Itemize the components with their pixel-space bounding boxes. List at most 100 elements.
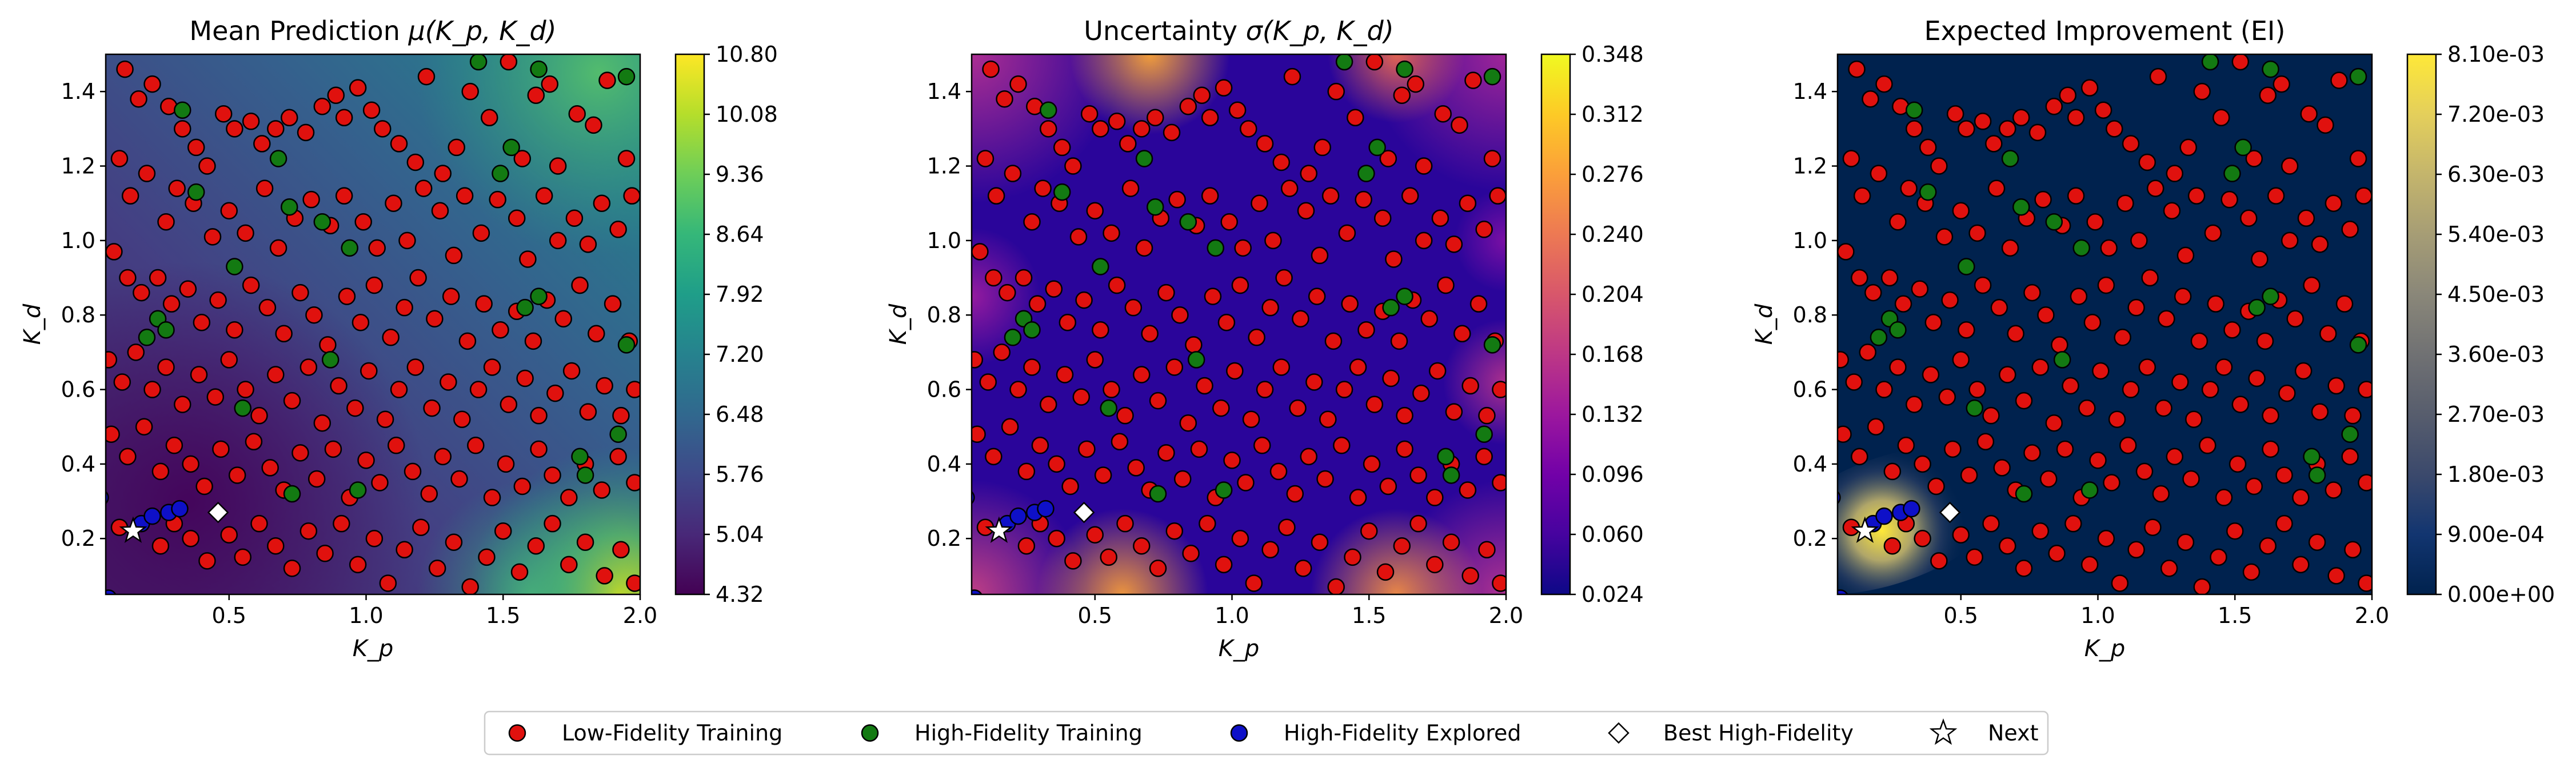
low-fidelity-point [1883, 537, 1902, 555]
colorbar-tick-label: 8.64 [716, 222, 764, 247]
low-fidelity-point [456, 187, 474, 205]
low-fidelity-point [1305, 373, 1323, 391]
low-fidelity-point [1875, 75, 1893, 93]
colorbar-tick-label: 0.00e+00 [2447, 582, 2555, 607]
colorbar-tick-label: 7.20e-03 [2447, 102, 2545, 127]
low-fidelity-point [220, 202, 238, 219]
low-fidelity-point [1431, 209, 1449, 227]
low-fidelity-point [2174, 287, 2192, 305]
low-fidelity-point [1069, 228, 1088, 246]
high-fidelity-point [2341, 425, 2359, 444]
high-fidelity-point [1442, 466, 1460, 484]
low-fidelity-point [2273, 75, 2291, 93]
low-fidelity-point [2308, 533, 2326, 552]
low-fidelity-point [2278, 384, 2296, 402]
plot-frame [1836, 53, 2373, 596]
low-fidelity-point [1459, 481, 1477, 499]
plot-frame [105, 53, 641, 596]
high-fidelity-point [174, 101, 191, 119]
low-fidelity-point [2089, 452, 2107, 469]
low-fidelity-point [1127, 459, 1145, 477]
low-fidelity-point [1338, 224, 1356, 242]
low-fidelity-point [1100, 548, 1117, 566]
x-tick-label: 1.5 [2218, 603, 2252, 628]
low-fidelity-point [2078, 399, 2096, 417]
low-fidelity-point [2176, 533, 2195, 552]
low-fidelity-point [1212, 399, 1230, 417]
low-fidelity-point [2344, 541, 2362, 559]
low-fidelity-point [2228, 455, 2247, 473]
low-fidelity-point [250, 406, 268, 425]
low-fidelity-point [365, 276, 384, 294]
low-fidelity-point [1453, 325, 1471, 343]
explored-point [1903, 500, 1920, 518]
low-fidelity-point [1382, 369, 1400, 388]
high-fidelity-point [1187, 351, 1205, 369]
low-fidelity-point [267, 366, 285, 383]
low-fidelity-point [1048, 529, 1065, 548]
colorbar-tick-label: 9.00e-04 [2447, 522, 2545, 547]
low-fidelity-point [1390, 332, 1408, 350]
low-fidelity-point [258, 298, 277, 317]
low-fidelity-point [1848, 60, 1866, 78]
low-fidelity-point [1094, 466, 1112, 484]
colorbar-gradient [1540, 53, 1571, 596]
low-fidelity-point [1196, 377, 1213, 395]
low-fidelity-point [2160, 560, 2178, 577]
low-fidelity-point [544, 514, 561, 533]
y-tick-label: 0.8 [1793, 302, 1827, 327]
high-fidelity-point [157, 321, 175, 339]
low-fidelity-point [565, 209, 584, 227]
low-fidelity-point [182, 529, 199, 548]
high-fidelity-point [1958, 258, 1975, 275]
low-fidelity-point [302, 190, 320, 209]
low-fidelity-point [588, 325, 605, 343]
low-fidelity-point [1165, 358, 1184, 376]
low-fidelity-point [2193, 578, 2211, 594]
low-fidelity-point [979, 373, 997, 391]
low-fidelity-point [1415, 157, 1433, 175]
low-fidelity-point [426, 310, 444, 327]
y-tick-label: 0.4 [61, 452, 95, 477]
low-fidelity-point [976, 150, 995, 167]
high-fidelity-point [2223, 165, 2241, 182]
low-fidelity-point [513, 477, 532, 496]
legend-marker [1929, 718, 1958, 745]
y-tick-label: 0.4 [1793, 452, 1827, 477]
high-fidelity-point [2262, 287, 2279, 305]
high-fidelity-point [341, 239, 358, 257]
low-fidelity-point [1434, 105, 1452, 123]
low-fidelity-point [2344, 406, 2362, 425]
low-fidelity-point [1103, 224, 1120, 242]
low-fidelity-point [604, 295, 622, 313]
high-fidelity-point [1149, 485, 1167, 503]
low-fidelity-point [1415, 231, 1433, 250]
low-fidelity-point [1056, 366, 1074, 383]
high-fidelity-point [1906, 101, 1923, 119]
legend-label: High-Fidelity Training [914, 721, 1143, 746]
low-fidelity-point [1365, 396, 1384, 413]
low-fidelity-point [612, 406, 630, 425]
low-fidelity-point [106, 243, 123, 261]
low-fidelity-point [2281, 231, 2299, 250]
low-fidelity-point [1990, 298, 2008, 317]
low-fidelity-point [2251, 250, 2269, 268]
high-fidelity-point [571, 448, 589, 466]
low-fidelity-point [1121, 179, 1140, 197]
low-fidelity-point [110, 150, 129, 167]
low-fidelity-point [1190, 440, 1208, 458]
low-fidelity-point [2179, 138, 2197, 157]
low-fidelity-point [1256, 135, 1274, 153]
low-fidelity-point [1451, 116, 1468, 134]
colorbar: 0.348 0.312 0.276 0.240 0.204 0.168 0.132 0.096… [1540, 42, 1644, 607]
colorbar-tick-label: 10.80 [716, 42, 778, 67]
low-fidelity-point [327, 86, 345, 104]
low-fidelity-point [324, 440, 342, 458]
low-fidelity-point [1133, 537, 1151, 555]
low-fidelity-point [999, 283, 1016, 302]
low-fidelity-point [1086, 351, 1104, 369]
legend-marker [861, 724, 879, 742]
legend-marker [1608, 722, 1630, 744]
high-fidelity-point [1092, 258, 1109, 275]
